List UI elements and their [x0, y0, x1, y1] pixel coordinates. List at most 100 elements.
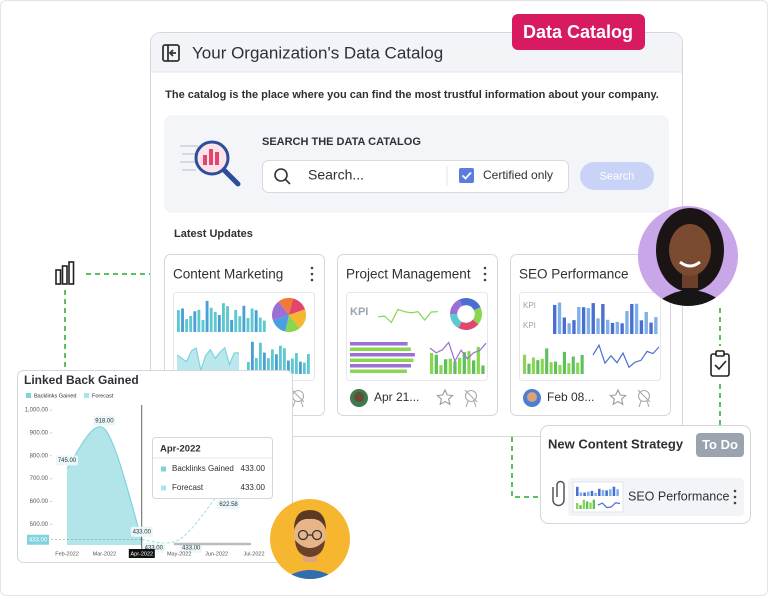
thumb-bar [222, 303, 225, 332]
crosshair-label-box [27, 534, 49, 545]
dot [483, 272, 487, 276]
thumb-bar [462, 352, 466, 374]
tooltip-value: 433.00 [241, 483, 266, 492]
tooltip-title: Apr-2022 [160, 444, 201, 455]
thumb-slice [289, 309, 306, 329]
thumb-bar [625, 311, 629, 334]
thumb-bar [230, 319, 234, 332]
thumb-bar [226, 306, 229, 332]
thumb-bar [299, 361, 302, 374]
task-card: New Content Strategy To Do SEO Performan… [540, 425, 751, 524]
thumb-bar [303, 362, 306, 374]
chart-title: Linked Back Gained [24, 373, 139, 387]
certify-ribbon [464, 389, 478, 408]
thumb-bar [587, 491, 590, 496]
thumb-frame [519, 292, 661, 381]
thumb-hbar [350, 369, 407, 373]
thumb-kpi: KPI [523, 321, 536, 330]
thumb-line [377, 308, 439, 324]
card-date: Feb 08... [547, 390, 594, 404]
thumb-slice [278, 298, 294, 315]
card-title: SEO Performance [519, 267, 629, 282]
thumb-bar [598, 488, 601, 496]
thumb-bar [616, 489, 619, 496]
y-tick-label: 700.00 [30, 476, 49, 482]
thumb-bar [197, 309, 201, 332]
thumb-bar [562, 351, 566, 374]
tooltip-name: Forecast [172, 483, 204, 492]
search-input[interactable] [262, 160, 569, 193]
thumb-bar [579, 505, 582, 509]
search-icon-handle [284, 178, 291, 185]
task-menu[interactable] [733, 489, 737, 505]
latest-updates: Latest Updates [174, 228, 253, 240]
thumb-bar [549, 362, 553, 374]
thumb-bar [580, 354, 584, 374]
forecast-line [141, 496, 218, 544]
legend-swatch [84, 393, 89, 398]
thumb-bar [177, 310, 180, 332]
thumb-bar [572, 320, 576, 334]
thumb-line [597, 502, 621, 509]
thumbnail [176, 298, 310, 374]
clipboard-icon [710, 350, 730, 377]
thumb-bar [594, 492, 597, 496]
thumb-bar [255, 358, 258, 374]
back-icon[interactable] [162, 44, 180, 62]
thumb-bar [279, 345, 282, 374]
thumb-bar [531, 357, 535, 374]
thumb-bar [605, 490, 608, 496]
check [461, 171, 472, 180]
chart-card: Linked Back Gained 1,000.00 900.00 800.00 7… [17, 370, 293, 563]
thumb-bar [250, 308, 254, 332]
thumb-bar [610, 322, 615, 334]
thumbnail: KPI KPI [523, 301, 660, 374]
avatar-woman [638, 206, 738, 306]
crosshair-label: 433.00 [29, 537, 48, 543]
thumb-bar [201, 319, 205, 332]
thumb-bar [558, 364, 562, 374]
x-tick-label: May-2022 [167, 551, 191, 557]
thumb-bar [481, 365, 485, 374]
thumb-bar [601, 489, 605, 496]
thumb-bar [251, 341, 254, 374]
search-illustration [180, 140, 241, 187]
update-card[interactable]: SEO Performance KPI KPI Feb 08... [510, 254, 671, 416]
certify-icon [637, 389, 651, 403]
thumb-bar [590, 490, 594, 496]
tooltip: Apr-2022 Backlinks Gained 433.00 Forecast 43… [152, 437, 273, 499]
dot [483, 278, 487, 282]
data-label: 745.00 [58, 458, 77, 464]
thumb-bar [567, 323, 571, 334]
certified-checkbox[interactable] [459, 168, 474, 183]
data-label-box [130, 526, 153, 537]
thumb-bar [472, 360, 476, 374]
thumb-bar [287, 360, 290, 374]
thumb-bar [591, 303, 595, 334]
thumb-bar [606, 319, 610, 334]
search-button-label: Search [600, 170, 635, 182]
tooltip-swatch [161, 485, 166, 491]
thumb-bar [181, 308, 184, 332]
task-item-label: SEO Performance [628, 489, 729, 503]
x-tick-label: Jun-2022 [205, 551, 228, 557]
y-tick-label: 1,000.00 [25, 408, 49, 414]
search-button[interactable] [580, 162, 654, 190]
tooltip-name: Backlinks Gained [172, 464, 234, 473]
area-line [66, 426, 143, 540]
thumb-bar [592, 499, 595, 509]
thumb-bar [639, 320, 644, 334]
favorite-icon[interactable] [436, 388, 454, 406]
thumb-bar [540, 358, 544, 374]
thumb-bar [596, 318, 600, 334]
update-card[interactable]: Project Management KPI Apr 21... [337, 254, 498, 416]
thumb-bar [254, 310, 258, 332]
card-menu [310, 266, 314, 282]
thumb-bar [523, 354, 527, 374]
thumb-bar [209, 307, 213, 332]
thumb-hbar [350, 364, 411, 368]
task-thumbnail [572, 481, 624, 513]
favorite-icon[interactable] [609, 388, 627, 406]
thumb-hbar [350, 347, 411, 351]
thumb-slice [272, 315, 289, 332]
